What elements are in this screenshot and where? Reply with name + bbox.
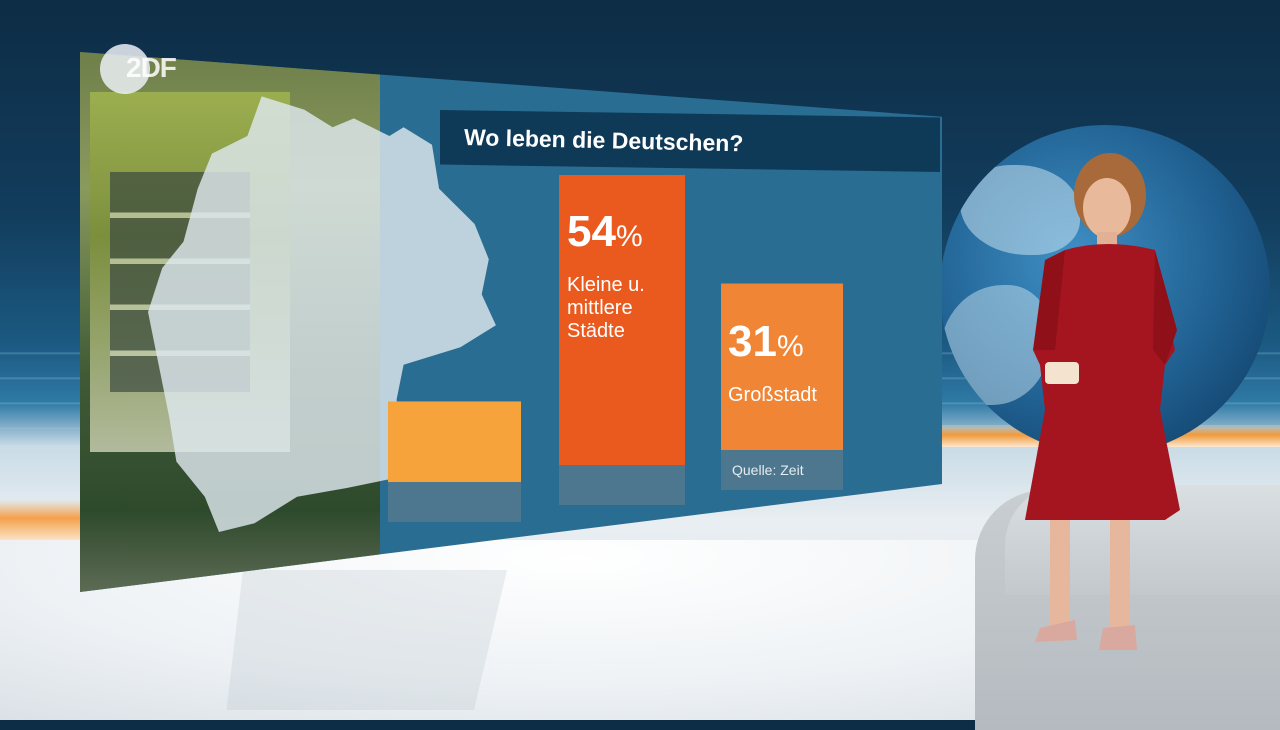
bar-label-small-cities: 54% Kleine u. mittlere Städte bbox=[567, 190, 645, 343]
bar-label-big-city: 31% Großstadt bbox=[728, 300, 817, 407]
bar-rural-base-shadow bbox=[388, 482, 521, 522]
bar-value: 31 bbox=[728, 317, 777, 366]
bar-small-cities bbox=[559, 175, 685, 465]
bar-small-cities-base-shadow bbox=[559, 465, 685, 505]
globe-landmass bbox=[940, 285, 1050, 405]
bar-category: Kleine u. mittlere Städte bbox=[567, 274, 645, 342]
bar-unit: % bbox=[776, 330, 804, 363]
globe-landmass bbox=[960, 165, 1080, 255]
studio-light-left bbox=[0, 500, 90, 540]
bar-big-city-base-shadow bbox=[721, 450, 843, 490]
broadcaster-logo: 2DF bbox=[100, 44, 198, 94]
logo-text: 2DF bbox=[126, 52, 177, 83]
bar-category: Großstadt bbox=[728, 384, 817, 406]
logo-circle bbox=[100, 44, 150, 94]
bar-big-city bbox=[721, 283, 843, 450]
chart-title-bar bbox=[440, 110, 940, 172]
presenter-figure bbox=[1025, 153, 1180, 650]
floor-reflection bbox=[226, 570, 507, 710]
bar-unit: % bbox=[615, 220, 643, 253]
chart-source: Quelle: Zeit bbox=[732, 462, 804, 478]
bar-rural bbox=[388, 401, 521, 482]
bar-value: 54 bbox=[567, 207, 616, 256]
